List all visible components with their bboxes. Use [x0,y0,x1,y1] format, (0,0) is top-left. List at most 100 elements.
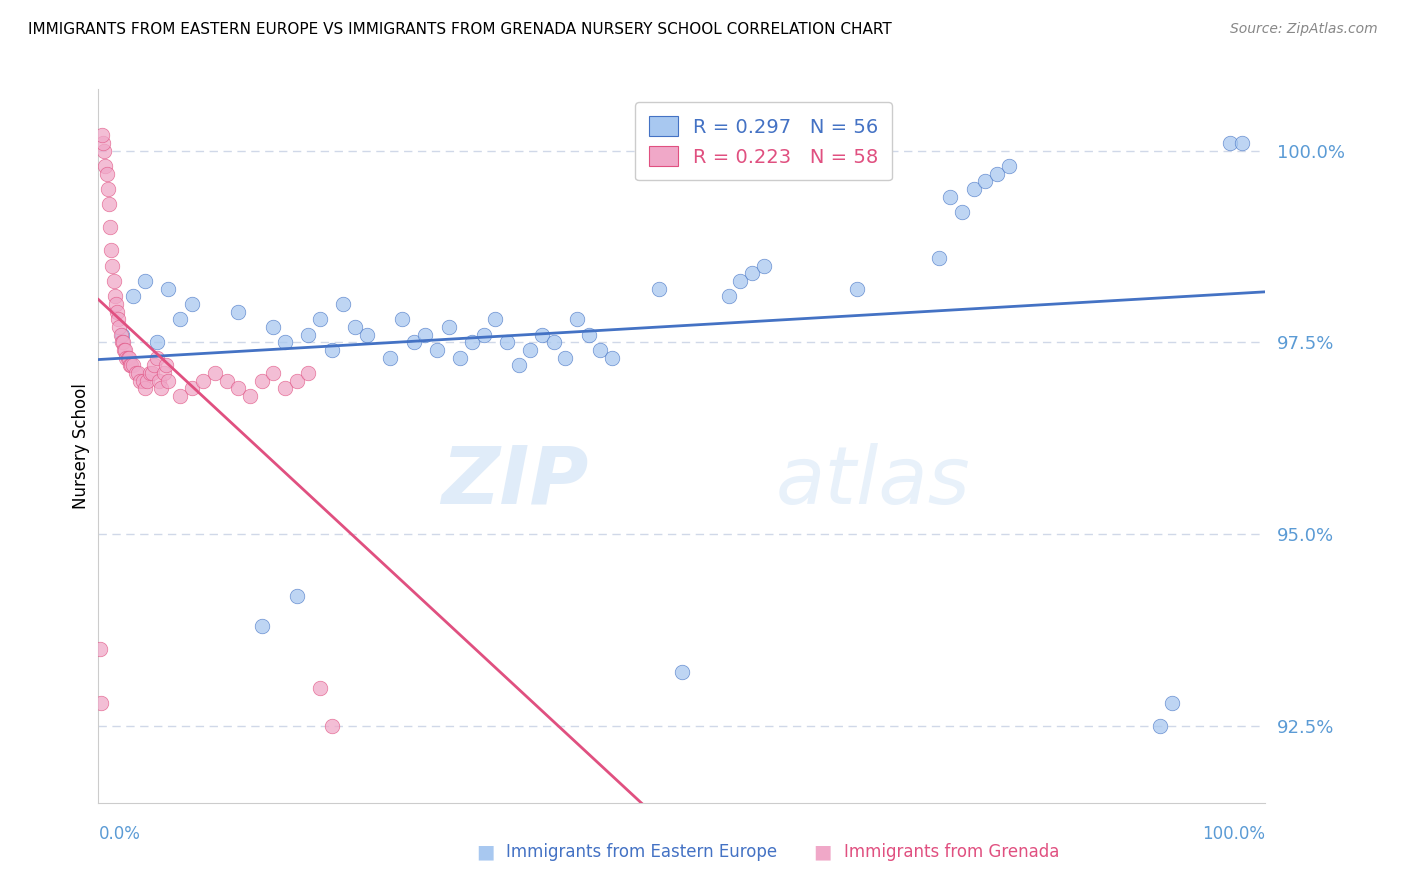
Point [600,351,623,365]
Point [89,642,111,657]
Point [146,351,169,365]
Point [110,327,132,342]
Text: ZIP: ZIP [441,442,589,521]
Point [93,144,115,158]
Point [321,343,343,357]
Point [752,259,775,273]
Point [150,381,173,395]
Point [111,335,134,350]
Point [274,335,297,350]
Point [1230,136,1253,150]
Point [449,351,471,365]
Point [543,335,565,350]
Point [1149,719,1171,733]
Point [332,297,354,311]
Point [122,289,145,303]
Y-axis label: Nursery School: Nursery School [72,383,90,509]
Point [134,381,156,395]
Point [228,381,250,395]
Point [717,289,740,303]
Point [152,366,174,380]
Point [118,351,141,365]
Point [105,304,128,318]
Point [730,274,752,288]
Point [114,343,136,357]
Point [148,374,170,388]
Point [262,366,284,380]
Point [122,359,145,373]
Point [495,335,517,350]
Point [962,182,984,196]
Point [578,327,600,342]
Point [309,312,332,326]
Point [132,374,155,388]
Point [950,205,973,219]
Point [928,251,950,265]
Point [155,359,177,373]
Point [118,359,141,373]
Point [565,312,588,326]
Point [117,351,139,365]
Point [193,374,215,388]
Text: Immigrants from Eastern Europe: Immigrants from Eastern Europe [506,843,778,861]
Text: 100.0%: 100.0% [1202,825,1265,843]
Point [115,351,138,365]
Point [180,381,202,395]
Point [97,182,120,196]
Point [484,312,506,326]
Point [98,220,121,235]
Point [250,374,273,388]
Point [297,366,319,380]
Point [125,366,148,380]
Point [111,327,134,342]
Point [356,327,378,342]
Point [647,282,669,296]
Point [997,159,1019,173]
Point [402,335,425,350]
Point [111,335,134,350]
Point [91,136,114,150]
Point [461,335,484,350]
Point [554,351,576,365]
Point [297,327,319,342]
Point [157,282,180,296]
Point [671,665,693,680]
Text: 0.0%: 0.0% [98,825,141,843]
Point [344,320,367,334]
Point [169,312,191,326]
Point [378,351,402,365]
Point [239,389,262,403]
Point [472,327,495,342]
Point [741,266,763,280]
Point [97,197,120,211]
Point [426,343,449,357]
Point [143,359,166,373]
Point [974,174,997,188]
Point [94,159,117,173]
Point [90,128,112,143]
Text: atlas: atlas [775,442,970,521]
Text: ■: ■ [475,842,495,862]
Point [285,374,308,388]
Point [104,297,127,311]
Point [136,374,159,388]
Point [180,297,202,311]
Point [112,343,135,357]
Point [939,189,962,203]
Point [321,719,343,733]
Point [139,366,162,380]
Point [146,335,169,350]
Point [104,289,127,303]
Point [262,320,284,334]
Point [274,381,297,395]
Point [285,589,308,603]
Point [1219,136,1241,150]
Point [204,366,226,380]
Point [107,312,129,326]
Point [127,366,149,380]
Point [100,244,122,258]
Point [134,274,156,288]
Point [120,359,142,373]
Point [1161,696,1184,710]
Point [108,320,131,334]
